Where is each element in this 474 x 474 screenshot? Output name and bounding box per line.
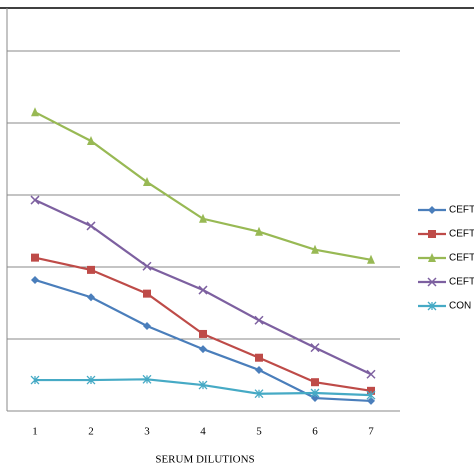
x-tick-label: 2 — [88, 426, 94, 438]
legend-label: CEFT — [449, 205, 474, 216]
marker — [428, 206, 436, 214]
marker — [311, 244, 319, 254]
marker — [366, 369, 376, 379]
x-tick-label: 5 — [256, 426, 262, 438]
series-line — [34, 256, 372, 392]
x-tick-label: 7 — [368, 426, 374, 438]
x-tick-label: 4 — [200, 426, 206, 438]
marker — [31, 253, 39, 262]
marker — [367, 386, 375, 395]
marker — [311, 378, 319, 387]
marker — [311, 394, 319, 403]
marker — [199, 345, 207, 354]
marker — [87, 136, 95, 145]
legend-label: CEFT — [449, 253, 474, 264]
marker — [31, 107, 39, 117]
marker — [198, 285, 208, 295]
marker — [427, 277, 437, 287]
marker — [87, 293, 95, 302]
x-tick-label: 6 — [312, 426, 318, 438]
series-line — [34, 111, 372, 261]
marker — [199, 213, 207, 223]
marker — [198, 380, 208, 390]
x-axis-label: SERUM DILUTIONS — [155, 454, 254, 466]
marker — [428, 253, 436, 262]
marker — [310, 388, 320, 398]
marker — [199, 329, 207, 338]
marker — [254, 315, 264, 325]
x-tick-label: 1 — [32, 426, 38, 438]
legend-label: CON — [449, 301, 471, 312]
marker — [367, 254, 375, 264]
marker — [366, 390, 376, 400]
marker — [143, 322, 151, 331]
marker — [87, 265, 95, 274]
marker — [30, 375, 40, 385]
marker — [310, 343, 320, 353]
marker — [143, 289, 151, 298]
marker — [143, 177, 151, 187]
marker — [427, 301, 437, 311]
marker — [142, 261, 152, 271]
legend-label: CEFT — [449, 277, 474, 288]
marker — [428, 230, 436, 238]
marker — [86, 375, 96, 385]
marker — [255, 353, 263, 362]
marker — [254, 389, 264, 399]
marker — [30, 195, 40, 205]
marker — [86, 221, 96, 231]
marker — [255, 226, 263, 236]
legend-label: CEFT — [449, 229, 474, 240]
marker — [255, 365, 263, 374]
x-tick-label: 3 — [144, 426, 150, 438]
marker — [31, 275, 39, 284]
marker — [142, 374, 152, 384]
marker — [367, 396, 375, 405]
